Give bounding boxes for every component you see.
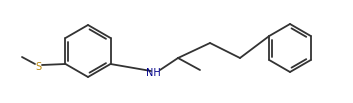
Text: S: S <box>35 62 41 72</box>
Text: NH: NH <box>146 68 160 78</box>
